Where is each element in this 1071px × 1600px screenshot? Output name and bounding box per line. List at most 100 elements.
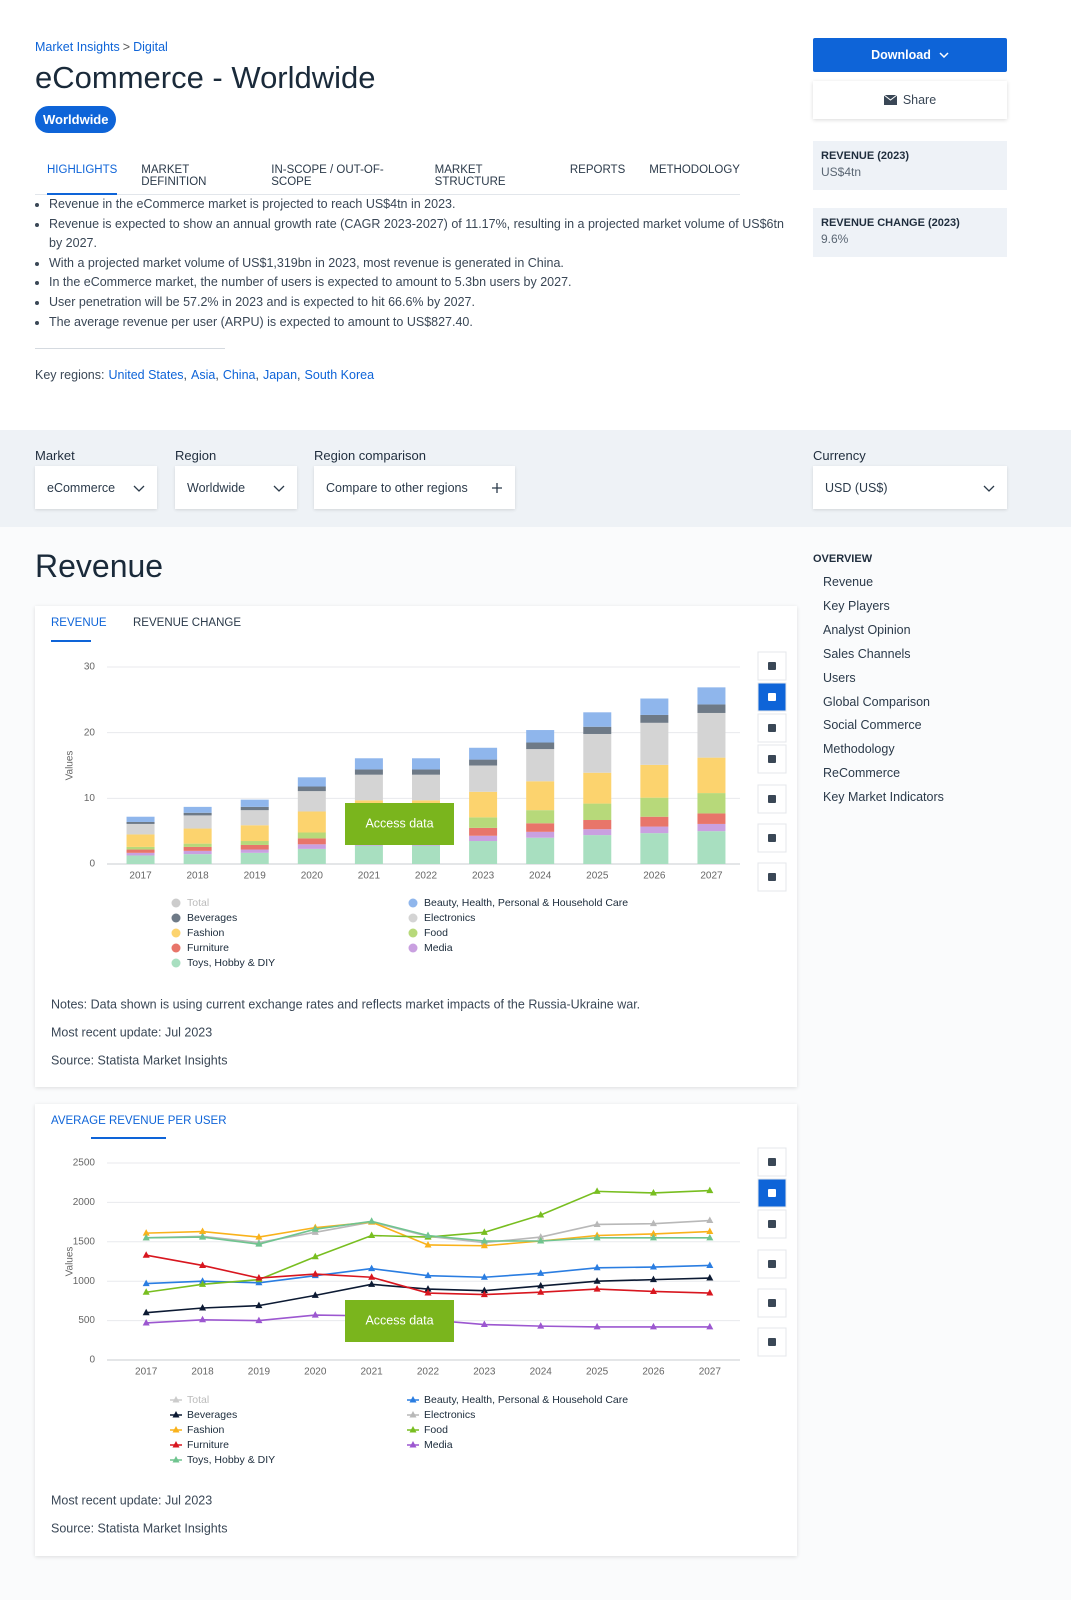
legend-label[interactable]: Media (424, 1439, 453, 1451)
point-marker (480, 1320, 488, 1328)
chevron (133, 485, 145, 492)
chevron (273, 485, 285, 492)
legend-label[interactable]: Furniture (187, 1439, 229, 1451)
chart-tool-button[interactable] (757, 1147, 787, 1177)
access-data-label: Access data (365, 816, 433, 830)
legend-label[interactable]: Electronics (424, 1409, 475, 1421)
legend-label[interactable]: Total (187, 897, 209, 909)
bar-segment (526, 831, 555, 838)
download-button[interactable]: Download (813, 38, 1007, 72)
chart-tool-button[interactable] (757, 1288, 787, 1318)
access-data-button[interactable] (345, 803, 454, 845)
point-marker (706, 1289, 714, 1296)
overview-link[interactable]: Users (823, 670, 856, 685)
overview-link[interactable]: Methodology (823, 742, 895, 757)
legend-label[interactable]: Food (424, 927, 448, 939)
tool-icon (768, 724, 776, 732)
overview-link[interactable]: Revenue (823, 575, 874, 589)
bar-segment (469, 765, 498, 792)
point-marker (480, 1237, 488, 1244)
overview-link[interactable]: Analyst Opinion (823, 622, 911, 637)
legend-marker (409, 1426, 417, 1433)
share-label: Share (902, 93, 937, 107)
filter-value: eCommerce (47, 480, 116, 495)
legend-label[interactable]: Fashion (187, 1424, 225, 1436)
tool-icon (768, 1158, 776, 1166)
kpi-value: US$4tn (821, 165, 862, 179)
legend-label[interactable]: Beauty, Health, Personal & Household Car… (424, 1394, 628, 1406)
overview-link[interactable]: ReCommerce (823, 766, 901, 781)
x-tick-label: 2021 (361, 1367, 384, 1378)
breadcrumb-link[interactable]: Market Insights (35, 40, 120, 54)
tab[interactable]: MARKET DEFINITION (141, 164, 207, 188)
chevron (983, 485, 995, 492)
mail-icon (883, 95, 897, 105)
overview-link[interactable]: Social Commerce (823, 718, 922, 733)
share-button[interactable]: Share (813, 81, 1007, 119)
tab[interactable]: IN-SCOPE / OUT-OF-SCOPE (271, 164, 384, 188)
region-link[interactable]: Asia (191, 368, 216, 382)
overview-link[interactable]: Key Players (823, 598, 890, 613)
region-badge[interactable]: Worldwide (35, 106, 117, 133)
legend-label[interactable]: Toys, Hobby & DIY (187, 1454, 275, 1466)
highlight-item: The average revenue per user (ARPU) is e… (49, 313, 789, 333)
legend-label[interactable]: Fashion (187, 927, 225, 939)
filter-dropdown[interactable]: eCommerce (35, 466, 157, 509)
point-marker (199, 1261, 207, 1268)
legend-label[interactable]: Toys, Hobby & DIY (187, 957, 275, 969)
region-link[interactable]: Japan (262, 368, 298, 382)
region-link[interactable]: China (222, 368, 256, 382)
bar-segment (583, 726, 612, 734)
point-marker (199, 1303, 207, 1311)
filter-label: Market (35, 448, 75, 463)
legend-label[interactable]: Media (424, 942, 453, 954)
point-marker (142, 1233, 150, 1241)
overview-link[interactable]: Key Market Indicators (823, 790, 944, 805)
legend-marker (408, 913, 418, 923)
point-marker (142, 1251, 150, 1258)
overview-link[interactable]: Global Comparison (823, 694, 930, 709)
breadcrumb-separator: > (122, 40, 131, 54)
bar-segment (297, 848, 326, 864)
point-marker (706, 1261, 714, 1268)
kpi-box: REVENUE CHANGE (2023) 9.6% (813, 208, 1007, 257)
x-tick-label: 2022 (417, 1367, 440, 1378)
tab[interactable]: REPORTS (569, 164, 626, 176)
legend-label[interactable]: Furniture (187, 942, 229, 954)
key-regions-label: Key regions: (35, 368, 105, 382)
filter-dropdown[interactable]: USD (US$) (813, 466, 1007, 509)
filter-dropdown[interactable]: Worldwide (175, 466, 297, 509)
bar-segment (640, 797, 669, 817)
region-link[interactable]: United States (108, 368, 184, 382)
bar-segment (697, 757, 726, 794)
highlight-item: User penetration will be 57.2% in 2023 a… (49, 293, 789, 313)
point-marker (480, 1290, 488, 1298)
legend-label[interactable]: Beverages (187, 912, 237, 924)
tab[interactable]: MARKET STRUCTURE (434, 164, 506, 188)
bar-segment (297, 838, 326, 845)
plus-icon (492, 482, 502, 493)
bar-segment (640, 714, 669, 723)
legend-label[interactable]: Beauty, Health, Personal & Household Car… (424, 897, 628, 909)
tab-underline (91, 1137, 166, 1139)
breadcrumb-link[interactable]: Digital (133, 40, 168, 54)
point-marker (311, 1311, 319, 1318)
x-tick-label: 2018 (191, 1367, 214, 1378)
point-marker (706, 1227, 714, 1235)
filter-dropdown[interactable]: Compare to other regions (314, 466, 515, 509)
legend-label[interactable]: Food (424, 1424, 448, 1436)
overview-link[interactable]: Sales Channels (823, 646, 911, 661)
bar-segment (240, 852, 269, 864)
chart-tab: AVERAGE REVENUE PER USER (51, 1115, 227, 1127)
legend-label[interactable]: Total (187, 1394, 209, 1406)
tab[interactable]: HIGHLIGHTS (47, 164, 118, 195)
region-link[interactable]: South Korea (304, 368, 375, 382)
tab[interactable]: METHODOLOGY (649, 164, 740, 176)
legend-marker (171, 913, 181, 923)
access-data-label: Access data (365, 1313, 433, 1327)
legend-label[interactable]: Beverages (187, 1409, 237, 1421)
tool-icon (768, 873, 776, 881)
legend-label[interactable]: Electronics (424, 912, 475, 924)
access-data-button[interactable] (345, 1300, 454, 1342)
point-marker (424, 1240, 432, 1248)
